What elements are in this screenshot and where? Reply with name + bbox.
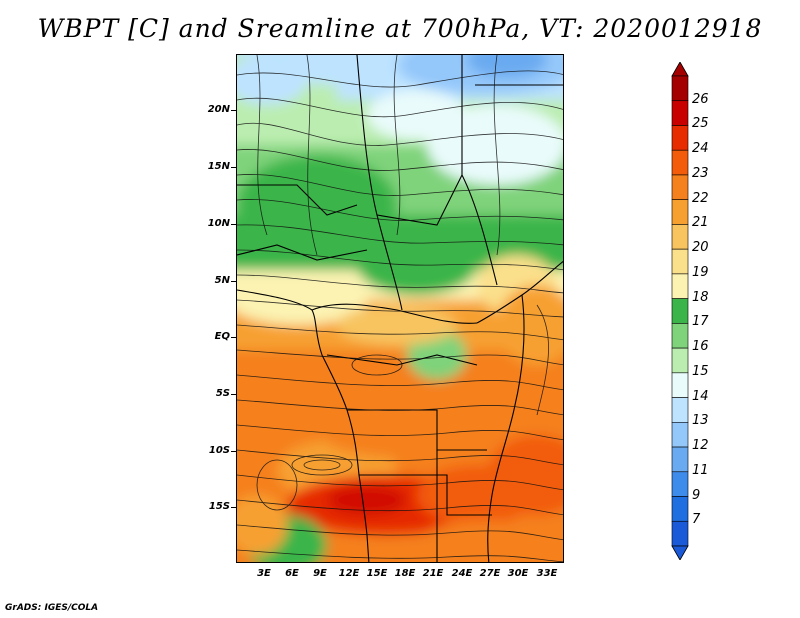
colorbar-label: 12 (692, 438, 709, 454)
colorbar-top-arrow (671, 62, 689, 77)
colorbar-label: 9 (692, 487, 701, 503)
colorbar-segment (671, 347, 689, 374)
lat-tick (231, 451, 236, 452)
lat-tick (231, 110, 236, 111)
colorbar-segment (671, 273, 689, 299)
colorbar-segment (671, 174, 689, 200)
lon-label-30e: 30E (507, 568, 529, 579)
lat-tick (231, 167, 236, 168)
colorbar-segment (671, 471, 689, 497)
colorbar-segment (671, 224, 689, 250)
lon-label-27e: 27E (479, 568, 501, 579)
credit-text: GrADS: IGES/COLA (5, 603, 99, 613)
lon-label-21e: 21E (422, 568, 444, 579)
lat-tick (231, 281, 236, 282)
colorbar-segment (671, 372, 689, 398)
wbpt-field (237, 55, 563, 562)
colorbar-segment (671, 298, 689, 324)
colorbar-label: 20 (692, 240, 709, 256)
colorbar-label: 23 (692, 165, 709, 181)
colorbar-label: 21 (692, 215, 709, 231)
colorbar-label: 11 (692, 462, 709, 478)
lat-label-15n: 15N (207, 161, 230, 172)
colorbar-segment (671, 199, 689, 225)
colorbar-segment (671, 446, 689, 473)
colorbar-segment (671, 422, 689, 448)
lat-tick (231, 507, 236, 508)
lat-label-5s: 5S (215, 388, 230, 399)
colorbar-segment (671, 100, 689, 126)
lat-tick (231, 394, 236, 395)
lat-label-10s: 10S (208, 445, 230, 456)
lon-label-15e: 15E (366, 568, 388, 579)
lon-label-24e: 24E (451, 568, 473, 579)
chart-title: WBPT [C] and Sreamline at 700hPa, VT: 20… (37, 14, 763, 43)
colorbar-label: 22 (692, 190, 709, 206)
lon-label-18e: 18E (394, 568, 416, 579)
colorbar-label: 7 (692, 512, 701, 528)
colorbar-segment (671, 149, 689, 176)
lat-label-5n: 5N (214, 275, 230, 286)
colorbar-label: 17 (692, 314, 709, 330)
colorbar-label: 26 (692, 91, 709, 107)
lon-label-12e: 12E (338, 568, 360, 579)
colorbar-segment (671, 323, 689, 349)
lat-tick (231, 337, 236, 338)
colorbar-label: 25 (692, 116, 709, 132)
colorbar-segment (671, 125, 689, 151)
lon-label-9e: 9E (313, 568, 327, 579)
colorbar-label: 13 (692, 413, 709, 429)
lat-label-15s: 15S (208, 501, 230, 512)
colorbar-label: 19 (692, 264, 709, 280)
colorbar-segment (671, 496, 689, 522)
colorbar-label: 15 (692, 363, 709, 379)
colorbar-segment (671, 397, 689, 423)
lon-label-3e: 3E (257, 568, 271, 579)
colorbar-label: 14 (692, 388, 709, 404)
colorbar-label: 16 (692, 339, 709, 355)
lon-label-6e: 6E (285, 568, 299, 579)
colorbar (671, 62, 689, 560)
colorbar-segment (671, 75, 689, 102)
lat-label-10n: 10N (207, 218, 230, 229)
colorbar-label: 18 (692, 289, 709, 305)
map-panel (236, 54, 564, 563)
lat-tick (231, 224, 236, 225)
lat-label-20n: 20N (207, 104, 230, 115)
colorbar-bottom-arrow (671, 545, 689, 560)
colorbar-segment (671, 520, 689, 547)
colorbar-segment (671, 248, 689, 275)
lon-label-33e: 33E (536, 568, 558, 579)
colorbar-label: 24 (692, 141, 709, 157)
lat-label-eq: EQ (214, 331, 230, 342)
